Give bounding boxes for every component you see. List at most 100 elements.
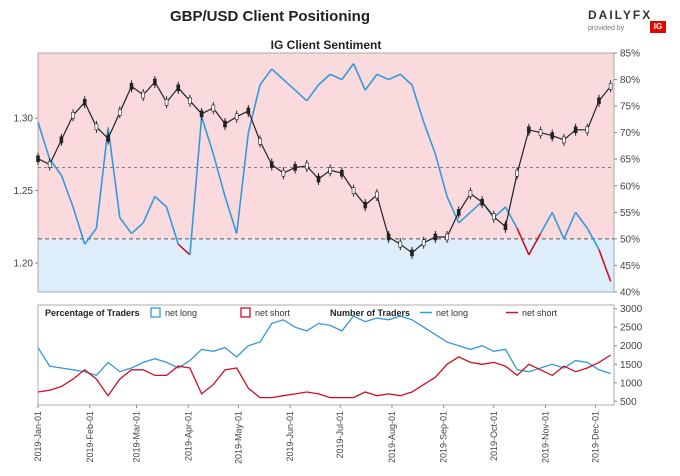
sentiment-segment	[422, 121, 437, 155]
price-candle-body	[246, 107, 251, 115]
price-candle-body	[503, 223, 508, 231]
sentiment-segment	[282, 78, 296, 91]
right-tick-label: 70%	[620, 128, 640, 139]
legend-percentage-label: Percentage of Traders	[45, 308, 140, 318]
price-candle-body	[515, 169, 519, 177]
left-tick-label: 1.20	[14, 259, 34, 270]
left-tick-label: 1.30	[14, 114, 34, 125]
sentiment-segment	[446, 196, 460, 224]
price-candle-body	[176, 84, 181, 92]
count-tick-label: 2500	[620, 323, 643, 334]
sentiment-segment	[458, 211, 471, 224]
right-tick-label: 45%	[620, 261, 640, 272]
sentiment-segment	[142, 196, 156, 224]
count-series-net-short	[37, 354, 612, 399]
sentiment-segment	[294, 89, 308, 102]
sentiment-segment	[411, 84, 425, 123]
price-candle-body	[223, 120, 227, 128]
right-tick-label: 75%	[620, 102, 640, 113]
sentiment-segment	[329, 73, 343, 81]
price-candle-body	[199, 110, 204, 118]
top-frame	[37, 52, 615, 293]
legend-num-long: net long	[436, 308, 468, 318]
sentiment-segment	[271, 68, 284, 81]
price-candle-body	[573, 126, 578, 134]
price-candle-body	[421, 239, 426, 247]
price-candle-body	[550, 132, 555, 139]
short-zone	[38, 53, 614, 239]
sentiment-segment	[352, 63, 366, 91]
x-tick-label: 2019-Sep-01	[439, 411, 449, 463]
top-panel: IG Client Sentiment 1.20 1.25 1.30 40% 45% 50%…	[14, 38, 641, 299]
sentiment-segment	[60, 174, 74, 208]
sentiment-segment	[37, 121, 51, 160]
price-candle-body	[585, 126, 590, 134]
x-tick-label: 2019-May-01	[233, 411, 243, 464]
price-candle-body	[211, 104, 216, 112]
price-candle-body	[304, 162, 309, 170]
sentiment-segment	[399, 73, 413, 86]
x-tick-label: 2019-Mar-01	[132, 411, 142, 463]
price-candle-body	[538, 129, 543, 136]
count-series-net-long	[37, 315, 611, 377]
sentiment-segment	[247, 84, 261, 133]
chart-subtitle: IG Client Sentiment	[271, 38, 382, 52]
price-candle-body	[106, 135, 110, 142]
count-tick-label: 1000	[620, 378, 643, 389]
sentiment-segment	[235, 132, 250, 234]
sentiment-segment	[177, 243, 191, 256]
sentiment-segment	[563, 212, 577, 240]
right-tick-label: 65%	[620, 155, 640, 166]
sentiment-segment	[364, 73, 378, 91]
logo-brand: DAILYFX	[588, 8, 653, 22]
price-candle-body	[480, 198, 484, 206]
count-tick-label: 1500	[620, 360, 643, 371]
price-candle-body	[188, 97, 192, 105]
price-candle-body	[351, 187, 356, 194]
price-candle-body	[491, 213, 496, 220]
sentiment-segment	[306, 84, 320, 102]
right-tick-label: 80%	[620, 75, 640, 86]
price-candle-body	[456, 209, 461, 216]
price-candle-body	[316, 175, 321, 183]
price-candle-body	[386, 233, 391, 241]
sentiment-segment	[504, 206, 518, 229]
price-candle-body	[94, 123, 99, 131]
price-candle-body	[398, 240, 403, 248]
sentiment-segment	[376, 73, 389, 81]
price-candle-body	[608, 83, 613, 90]
sentiment-segment	[72, 206, 86, 245]
x-tick-label: 2019-Nov-01	[541, 411, 551, 463]
sentiment-segment	[317, 73, 331, 86]
sentiment-segment	[493, 206, 507, 219]
sentiment-segment	[551, 212, 565, 240]
x-tick-label: 2019-Aug-01	[387, 411, 397, 463]
right-tick-label: 50%	[620, 234, 640, 245]
sentiment-segment	[586, 227, 600, 250]
ig-badge: IG	[650, 21, 666, 33]
x-tick-label: 2019-Dec-01	[591, 411, 601, 463]
sentiment-segment	[528, 233, 542, 256]
legend-num-short: net short	[522, 308, 558, 318]
x-tick-label: 2019-Oct-01	[489, 411, 499, 461]
right-tick-label: 40%	[620, 288, 640, 299]
legend-pct-long: net long	[165, 308, 197, 318]
sentiment-segment	[212, 153, 226, 197]
x-tick-label: 2019-Jun-01	[285, 411, 295, 462]
dailyfx-logo: DAILYFX provided by IG	[588, 8, 668, 38]
price-candle-body	[375, 191, 379, 199]
right-tick-label: 60%	[620, 181, 640, 192]
price-candle-body	[445, 233, 449, 241]
right-tick-label: 55%	[620, 208, 640, 219]
sentiment-segment	[574, 211, 588, 229]
count-tick-label: 500	[620, 397, 637, 408]
price-candle-body	[410, 249, 414, 257]
price-candle-body	[164, 98, 169, 106]
x-tick-label: 2019-Jan-01	[33, 411, 43, 462]
legend-pct-long-swatch	[150, 307, 161, 318]
sentiment-segment	[130, 222, 144, 235]
sentiment-segment	[539, 211, 553, 234]
price-candle-body	[118, 109, 122, 116]
price-line	[37, 80, 612, 254]
price-candle-body	[328, 167, 332, 174]
